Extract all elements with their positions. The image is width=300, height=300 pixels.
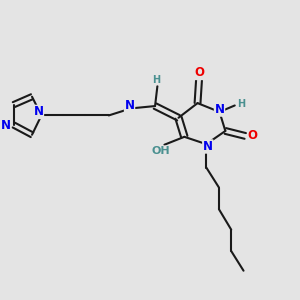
Text: N: N (34, 105, 44, 119)
Text: N: N (214, 103, 224, 116)
Text: N: N (124, 99, 135, 112)
Text: O: O (194, 66, 204, 80)
Text: N: N (203, 140, 213, 153)
Text: H: H (237, 99, 245, 109)
Text: N: N (1, 118, 10, 132)
Text: OH: OH (152, 146, 170, 156)
Text: O: O (248, 129, 258, 142)
Text: H: H (152, 75, 160, 85)
